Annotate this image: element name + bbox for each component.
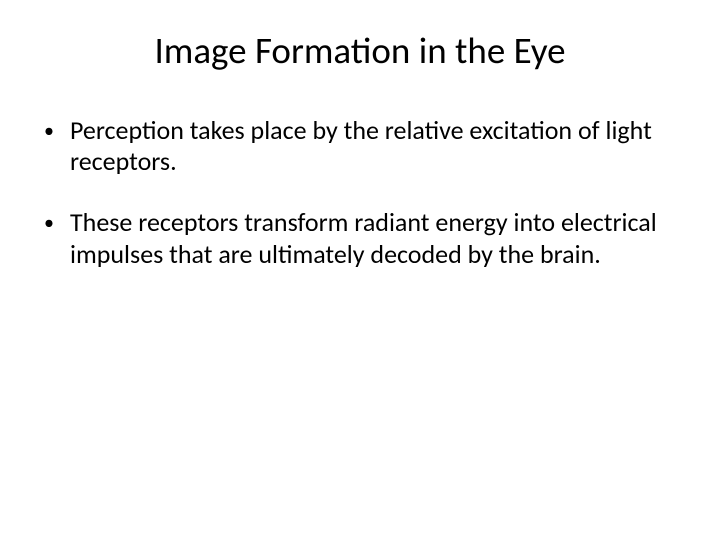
slide-container: Image Formation in the Eye • Perception … — [0, 0, 720, 540]
slide-title: Image Formation in the Eye — [40, 28, 680, 73]
bullet-text: These receptors transform radiant energy… — [70, 207, 680, 269]
bullet-marker: • — [40, 207, 70, 235]
bullet-item: • Perception takes place by the relative… — [40, 115, 680, 177]
bullet-text: Perception takes place by the relative e… — [70, 115, 680, 177]
bullet-item: • These receptors transform radiant ener… — [40, 207, 680, 269]
slide-content: • Perception takes place by the relative… — [40, 115, 680, 270]
bullet-marker: • — [40, 115, 70, 143]
